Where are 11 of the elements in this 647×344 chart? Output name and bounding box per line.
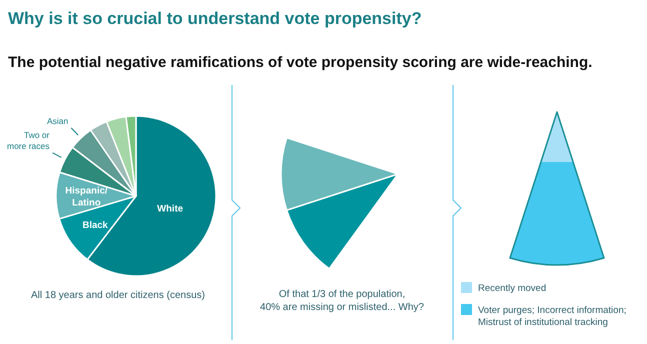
text: Of that 1/3 of the population, 40% are missing or mislisted... Why? [260,289,424,313]
category-label: Recently moved [478,283,546,294]
text: All 18 years and older citizens (census) [31,290,205,301]
slice-label: Asian [46,116,68,126]
slice-label: White [157,204,184,215]
slice-label: Hispanic/Latino [65,186,108,209]
text: The potential negative ramifications of vote propensity scoring are wide-reaching. [8,54,592,71]
chart-title: Why is it so crucial to understand vote propensity? [8,9,422,28]
slice-label: Black [82,220,109,232]
category-label: Voter purges; Incorrect information; Mistrust of institutional tracking [478,305,626,328]
slice-label: Two or more races [7,130,50,151]
